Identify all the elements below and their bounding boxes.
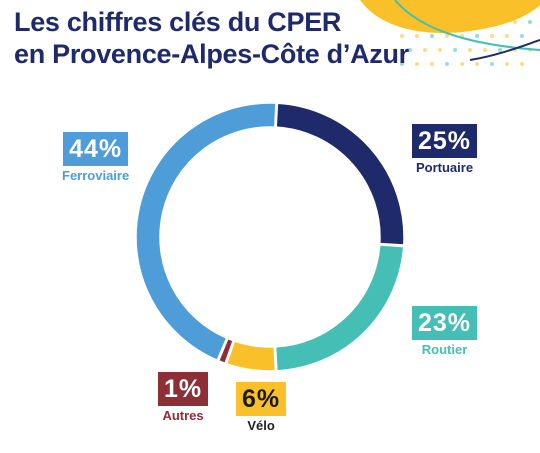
data-label-routier: 23% (412, 306, 478, 340)
category-label-velo: Vélo (247, 418, 275, 433)
category-label-autres: Autres (162, 408, 204, 423)
donut-slice-autres (217, 337, 235, 365)
title-line-1: Les chiffres clés du CPER (14, 7, 342, 37)
label-routier: 23% Routier (412, 306, 478, 358)
page-title: Les chiffres clés du CPER en Provence-Al… (14, 6, 409, 70)
label-ferroviaire: 44% Ferroviaire (62, 132, 129, 184)
category-label-ferroviaire: Ferroviaire (62, 168, 130, 183)
donut-slice-routier (274, 244, 405, 372)
category-label-portuaire: Portuaire (415, 160, 474, 175)
title-line-2: en Provence-Alpes-Côte d’Azur (14, 39, 409, 69)
data-label-velo: 6% (236, 382, 287, 416)
data-label-autres: 1% (158, 372, 209, 406)
donut-slice-ferroviaire (135, 102, 277, 362)
donut-slice-velo (225, 340, 277, 372)
category-label-routier: Routier (421, 342, 468, 357)
donut-slice-portuaire (275, 102, 405, 246)
data-label-ferroviaire: 44% (63, 132, 129, 166)
data-label-portuaire: 25% (412, 124, 478, 158)
label-autres: 1% Autres (158, 372, 209, 424)
label-portuaire: 25% Portuaire (412, 124, 478, 176)
label-velo: 6% Vélo (236, 382, 287, 434)
